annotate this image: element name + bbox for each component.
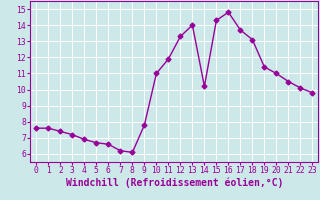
X-axis label: Windchill (Refroidissement éolien,°C): Windchill (Refroidissement éolien,°C) xyxy=(66,178,283,188)
